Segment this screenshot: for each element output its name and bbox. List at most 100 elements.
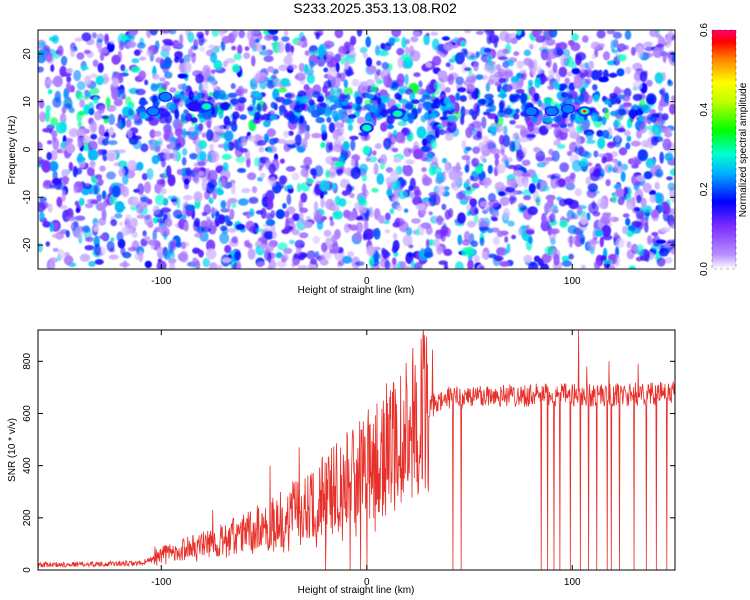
heatmap-cell xyxy=(580,264,586,269)
heatmap-cell xyxy=(298,115,304,124)
heatmap-cell xyxy=(488,199,500,208)
heatmap-cell xyxy=(267,66,275,73)
heatmap-cell xyxy=(564,77,570,85)
heatmap-cell xyxy=(60,55,68,66)
heatmap-cell xyxy=(444,133,454,141)
heatmap-cell xyxy=(305,165,311,171)
heatmap-cell xyxy=(93,243,101,256)
heatmap-cell xyxy=(198,34,205,46)
heatmap-cell xyxy=(278,175,288,185)
heatmap-cell xyxy=(527,206,538,216)
heatmap-cell xyxy=(210,151,220,163)
heatmap-cell xyxy=(229,250,236,255)
heatmap-cell xyxy=(475,30,484,35)
heatmap-cell xyxy=(332,130,340,140)
heatmap-cell xyxy=(90,199,99,205)
heatmap-cell xyxy=(639,124,644,131)
heatmap-cell xyxy=(551,150,560,162)
heatmap-cell xyxy=(147,139,153,145)
heatmap-cell xyxy=(222,162,229,172)
heatmap-cell xyxy=(402,166,413,177)
heatmap-cell xyxy=(201,211,208,217)
heatmap-cell xyxy=(152,229,157,241)
heatmap-hotspot xyxy=(187,101,202,112)
snr-panel: -100 0 100 0 200 400 600 800 Height of straight… xyxy=(7,329,676,596)
heatmap-cell xyxy=(410,259,415,269)
heatmap-cell xyxy=(631,243,639,255)
heatmap-cell xyxy=(200,220,208,228)
heatmap-cell xyxy=(483,64,492,73)
heatmap-cell xyxy=(333,139,342,149)
heatmap-cell xyxy=(125,214,132,223)
heatmap-cell xyxy=(624,30,632,40)
heatmap-cell xyxy=(355,221,364,234)
heatmap-cell xyxy=(411,99,420,105)
heatmap-cell xyxy=(625,66,632,75)
heatmap-cell xyxy=(247,135,256,142)
heatmap-cell xyxy=(655,168,664,178)
heatmap-cell xyxy=(443,42,454,51)
heatmap-cell xyxy=(89,73,98,79)
heatmap-cell xyxy=(136,161,144,171)
heatmap-cell xyxy=(83,49,91,55)
heatmap-cell xyxy=(269,176,277,187)
heatmap-cell xyxy=(182,54,191,64)
heatmap-cell xyxy=(357,195,366,206)
heatmap-cell xyxy=(550,123,560,128)
heatmap-cell xyxy=(421,94,431,100)
snr-x-tick-label: 100 xyxy=(564,577,581,588)
heatmap-cell xyxy=(39,41,46,48)
heatmap-cell xyxy=(252,119,261,124)
heatmap-cell xyxy=(420,156,429,162)
heatmap-cell xyxy=(479,201,491,208)
heatmap-cell xyxy=(406,252,414,258)
heatmap-cell xyxy=(265,219,276,227)
heatmap-cell xyxy=(664,131,673,138)
heatmap-cell xyxy=(136,42,146,49)
heatmap-cell xyxy=(569,172,576,180)
heatmap-hotspot xyxy=(199,101,214,112)
heatmap-cell xyxy=(201,178,207,191)
heatmap-cell xyxy=(247,106,254,112)
heatmap-cell xyxy=(174,94,184,99)
heatmap-cell xyxy=(237,85,245,97)
heatmap-cell xyxy=(549,212,556,223)
heatmap-cell xyxy=(288,114,299,125)
heatmap-cell xyxy=(536,182,541,190)
heatmap-cell xyxy=(466,84,476,93)
heatmap-cell xyxy=(535,150,546,162)
heatmap-cell xyxy=(560,91,569,98)
heatmap-cell xyxy=(264,34,273,41)
heatmap-cell xyxy=(221,35,231,44)
heatmap-cell xyxy=(267,30,279,35)
heatmap-cell xyxy=(537,99,543,107)
heatmap-cell xyxy=(331,76,341,89)
heatmap-cell xyxy=(455,92,461,101)
heatmap-cell xyxy=(57,248,65,260)
heatmap-cell xyxy=(613,184,621,189)
heatmap-cell xyxy=(278,64,289,72)
heatmap-cell xyxy=(160,158,166,168)
heatmap-cell xyxy=(209,143,215,152)
heatmap-cell xyxy=(320,198,325,208)
heatmap-cell xyxy=(617,160,622,167)
heatmap-cell xyxy=(373,227,381,240)
heatmap-cell xyxy=(428,113,437,119)
heatmap-cell xyxy=(602,212,612,217)
heatmap-cell xyxy=(259,80,267,90)
heatmap-cell xyxy=(252,43,263,52)
heatmap-cell xyxy=(654,192,663,204)
heatmap-y-tick-label: 20 xyxy=(22,48,33,60)
heatmap-cell xyxy=(246,30,255,41)
heatmap-cell xyxy=(528,183,536,194)
heatmap-cell xyxy=(98,47,109,54)
heatmap-cell xyxy=(600,255,607,262)
heatmap-cell xyxy=(596,43,605,48)
heatmap-cell xyxy=(38,66,44,73)
heatmap-cell xyxy=(612,194,618,204)
heatmap-cell xyxy=(241,187,251,194)
heatmap-cell xyxy=(167,258,177,264)
heatmap-cell xyxy=(504,236,509,243)
heatmap-cell xyxy=(455,162,461,174)
heatmap-cell xyxy=(76,156,86,163)
